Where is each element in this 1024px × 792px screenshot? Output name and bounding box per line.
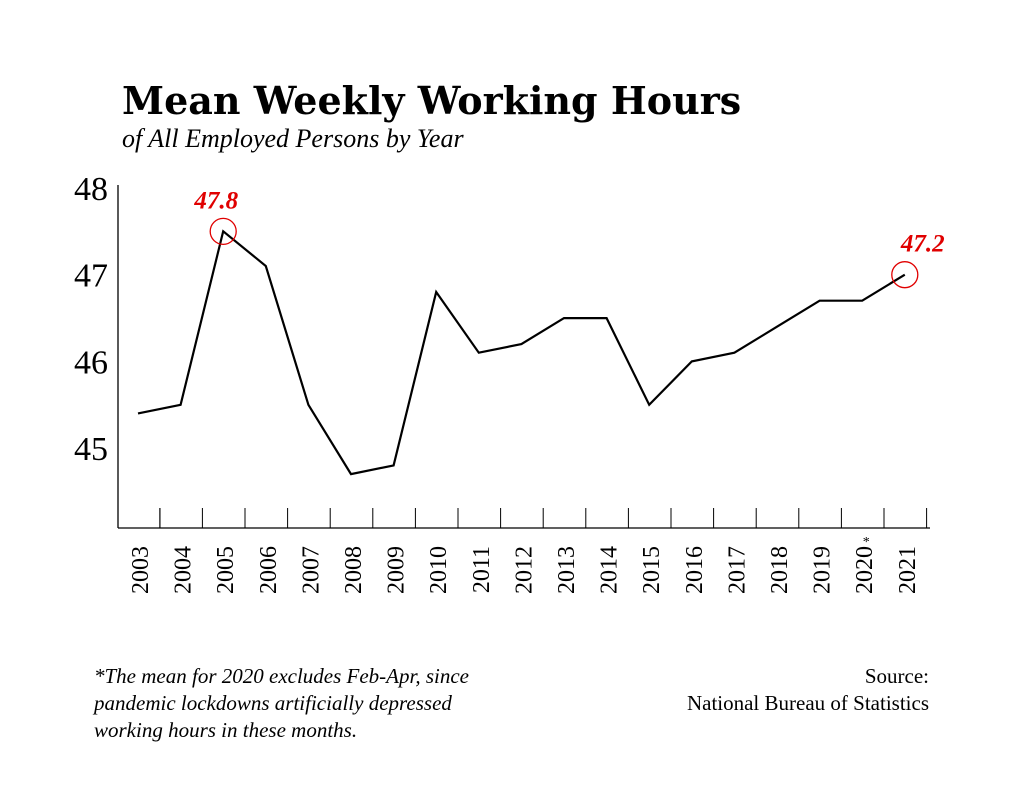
source-name: National Bureau of Statistics bbox=[687, 691, 929, 715]
x-tick-label: 2014 bbox=[597, 546, 623, 594]
annotation-label: 47.8 bbox=[193, 187, 238, 214]
x-tick-label: 2008 bbox=[341, 546, 367, 594]
x-tick-label: 2003 bbox=[128, 546, 154, 594]
x-tick-label: 2018 bbox=[767, 546, 793, 594]
x-tick-label: 2004 bbox=[171, 546, 197, 594]
x-tick-label: 2015 bbox=[639, 546, 665, 594]
x-tick-label: 2016 bbox=[682, 546, 708, 594]
y-tick-label: 46 bbox=[74, 344, 108, 381]
x-tick-marks bbox=[159, 508, 928, 528]
series-line bbox=[137, 229, 906, 476]
annotation-label: 47.2 bbox=[900, 231, 945, 258]
footnote-line-1: *The mean for 2020 excludes Feb-Apr, sin… bbox=[94, 664, 469, 688]
source-note: Source: National Bureau of Statistics bbox=[687, 664, 929, 715]
x-tick-label: 2013 bbox=[554, 546, 580, 594]
x-tick-marker: * bbox=[863, 535, 870, 550]
x-tick-labels: 2003 2004 2005 2006 2007 2008 2009 2010 2011 2012… bbox=[128, 535, 921, 594]
y-tick-label: 45 bbox=[74, 431, 108, 468]
x-tick-label: 2017 bbox=[724, 546, 750, 594]
x-tick-label: 2020 bbox=[852, 546, 878, 594]
annotations: 47.8 47.2 bbox=[193, 187, 945, 289]
series-line-group bbox=[137, 229, 906, 476]
x-tick-label: 2005 bbox=[213, 546, 239, 594]
chart-subtitle: of All Employed Persons by Year bbox=[122, 124, 464, 153]
y-tick-label: 47 bbox=[74, 258, 108, 295]
x-tick-label: 2009 bbox=[384, 546, 410, 594]
x-tick-label: 2012 bbox=[511, 546, 537, 594]
source-label: Source: bbox=[865, 664, 929, 688]
x-tick-label: 2007 bbox=[298, 546, 324, 594]
footnote: *The mean for 2020 excludes Feb-Apr, sin… bbox=[92, 664, 469, 742]
y-tick-label: 48 bbox=[74, 171, 108, 208]
highlight-circle bbox=[891, 261, 919, 289]
highlight-circle bbox=[209, 217, 237, 246]
footnote-line-3: working hours in these months. bbox=[94, 718, 357, 742]
axes bbox=[117, 185, 930, 529]
x-tick-label: 2019 bbox=[810, 546, 836, 594]
x-tick-label: 2010 bbox=[426, 546, 452, 594]
footnote-line-2: pandemic lockdowns artificially depresse… bbox=[92, 691, 452, 715]
x-tick-label: 2006 bbox=[256, 546, 282, 594]
x-tick-label: 2021 bbox=[895, 546, 921, 594]
y-tick-labels: 48 47 46 45 bbox=[74, 171, 108, 468]
chart-title: Mean Weekly Working Hours bbox=[122, 78, 741, 123]
x-tick-label: 2011 bbox=[469, 546, 495, 593]
